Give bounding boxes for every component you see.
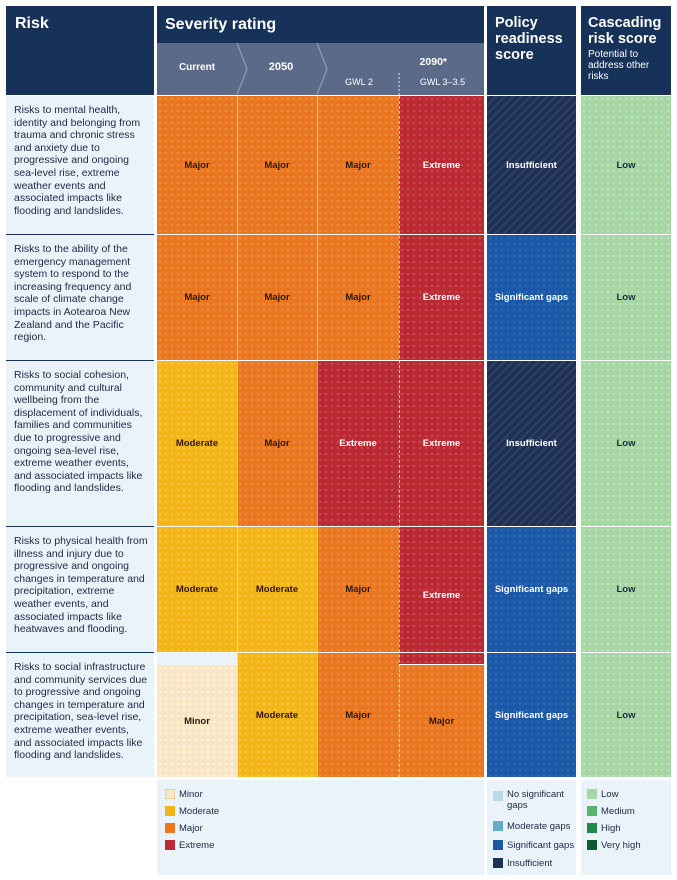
minor-swatch [165,789,175,799]
row-1-current: Major [157,96,237,234]
row-5-2050: Moderate [237,653,317,777]
risk-header-label: Risk [15,15,49,32]
row-5-gwl2: Major [317,653,399,777]
severity-subheader: Current 2050 2090* GWL 2 GWL 3–3.5 [157,43,484,95]
row-4-policy: Significant gaps [487,527,576,652]
current-label: Current [178,62,216,73]
row-3-gwl2: Extreme [317,361,399,526]
row-3-policy: Insufficient [487,361,576,526]
risk-col-rule [6,526,154,527]
row-5-gwl3: Major [399,665,484,777]
risk-row-1: Risks to mental health, identity and bel… [6,96,154,234]
policy-header-label: Policy readiness score [495,15,563,63]
row-1-gwl2: Major [317,96,399,234]
row-divider [6,234,671,235]
very-high-swatch [587,840,597,850]
row-3-2050: Major [237,361,317,526]
legend-no-gaps: No significant gaps [507,789,565,811]
row-2-2050: Major [237,235,317,360]
row-5-cascading: Low [581,653,671,777]
severity-legend: Minor Moderate Major Extreme [157,780,484,875]
legend-extreme: Extreme [179,840,215,851]
row-divider [6,652,671,653]
risk-row-5: Risks to social infrastructure and commu… [6,653,154,777]
cascading-header-sub: Potential to address other risks [588,49,650,82]
row-1-2050: Major [237,96,317,234]
gwl2-label: GWL 2 [345,77,373,87]
no-gaps-swatch [493,791,503,801]
row-1-gwl3: Extreme [399,96,484,234]
row-1-cascading: Low [581,96,671,234]
legend-moderate: Moderate [179,806,220,817]
cascading-legend: Low Medium High Very high [581,780,671,875]
row-2-policy: Significant gaps [487,235,576,360]
legend-minor: Minor [179,789,203,800]
legend-very-high: Very high [601,840,641,851]
risk-row-3: Risks to social cohesion, community and … [6,361,154,526]
cascading-header: Cascading risk score Potential to addres… [581,6,671,95]
row-2-gwl2: Major [317,235,399,360]
row-2-cascading: Low [581,235,671,360]
chevron-arrows [157,43,484,95]
moderate-gaps-swatch [493,821,503,831]
legend-significant-gaps: Significant gaps [507,840,575,851]
legend-insufficient: Insufficient [507,858,553,869]
y2090-label: 2090* [419,56,447,68]
extreme-swatch [165,840,175,850]
row-5-current: Minor [157,665,237,777]
row-2-gwl3: Extreme [399,235,484,360]
legend-low: Low [601,789,619,800]
legend-medium: Medium [601,806,635,817]
severity-header: Severity rating [157,6,484,43]
risk-row-4: Risks to physical health from illness an… [6,527,154,652]
row-5-current-bg [157,653,237,665]
cascading-header-label: Cascading risk score [588,15,662,47]
insufficient-swatch [493,858,503,868]
row-3-gwl3: Extreme [399,361,484,526]
low-swatch [587,789,597,799]
high-swatch [587,823,597,833]
gwl-dashed-divider [399,96,400,777]
row-4-gwl2: Major [317,527,399,652]
row-3-cascading: Low [581,361,671,526]
severity-header-label: Severity rating [165,16,277,33]
y2050-label: 2050 [268,61,294,73]
significant-gaps-swatch [493,840,503,850]
legend-high: High [601,823,621,834]
col-divider [237,96,238,777]
risk-col-rule [6,234,154,235]
risk-header: Risk [6,6,154,95]
row-4-gwl3: Extreme [399,527,484,664]
legend-major: Major [179,823,203,834]
row-2-current: Major [157,235,237,360]
moderate-swatch [165,806,175,816]
col-divider [317,96,318,777]
major-swatch [165,823,175,833]
medium-swatch [587,806,597,816]
row-5-policy: Significant gaps [487,653,576,777]
policy-header: Policy readiness score [487,6,576,95]
row-4-cascading: Low [581,527,671,652]
row-4-2050: Moderate [237,527,317,652]
gwl3-label: GWL 3–3.5 [419,77,466,87]
legend-moderate-gaps: Moderate gaps [507,821,571,832]
row-divider [6,526,671,527]
row-3-current: Moderate [157,361,237,526]
risk-col-rule [6,652,154,653]
policy-legend: No significant gaps Moderate gaps Signif… [487,780,576,875]
row-divider [6,360,671,361]
risk-col-rule [6,360,154,361]
risk-row-2: Risks to the ability of the emergency ma… [6,235,154,360]
row-4-current: Moderate [157,527,237,652]
row-1-policy: Insufficient [487,96,576,234]
